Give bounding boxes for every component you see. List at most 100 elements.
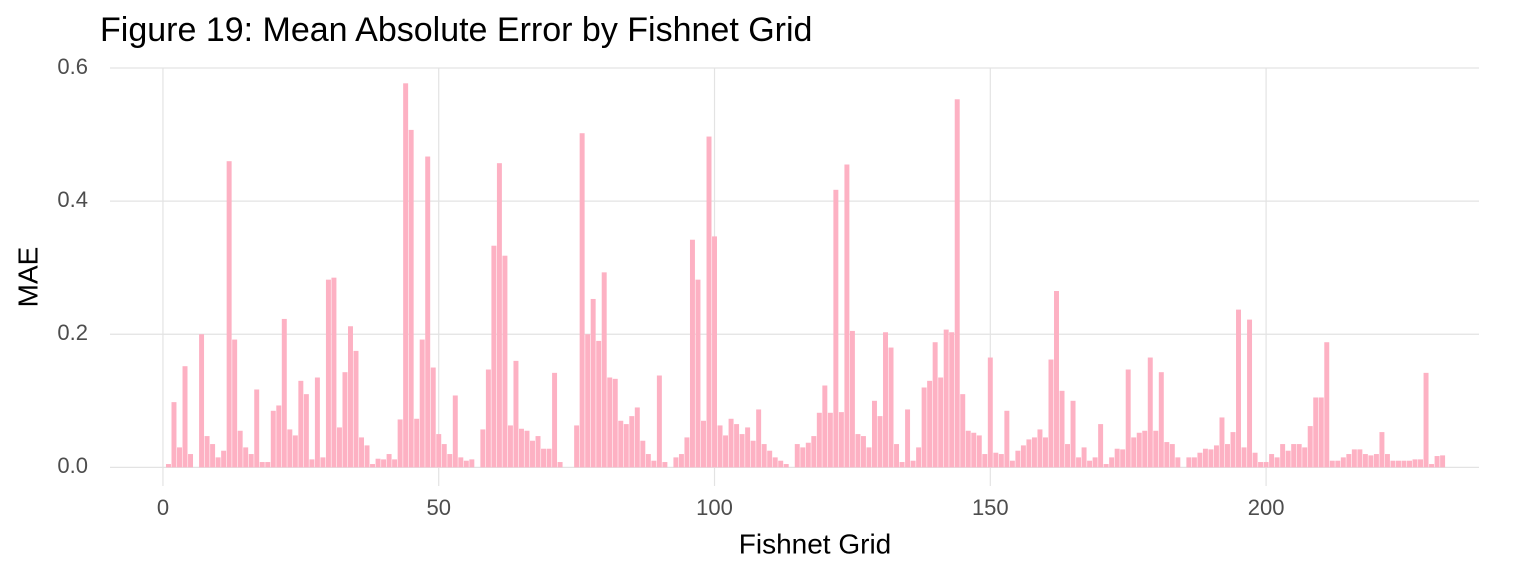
- bar: [794, 444, 800, 468]
- bar: [954, 99, 960, 468]
- bar: [281, 318, 287, 468]
- bar: [866, 447, 872, 468]
- bar: [987, 357, 993, 468]
- bar: [381, 459, 387, 468]
- bar: [1362, 454, 1368, 468]
- bar: [414, 418, 420, 468]
- bar: [849, 330, 855, 468]
- bar: [905, 409, 911, 468]
- bar: [392, 459, 398, 468]
- bar: [1070, 400, 1076, 468]
- bar: [1009, 460, 1015, 468]
- bar: [1274, 457, 1280, 468]
- bar: [1324, 342, 1330, 468]
- bar: [888, 347, 894, 468]
- bar: [678, 454, 684, 468]
- bar: [535, 436, 541, 468]
- bar: [496, 163, 502, 468]
- y-tick-label: 0.0: [57, 453, 88, 478]
- y-axis-label: MAE: [12, 247, 43, 308]
- bar: [728, 418, 734, 468]
- bar: [441, 444, 447, 468]
- bar: [1153, 430, 1159, 468]
- bar: [590, 298, 596, 468]
- bar: [1440, 455, 1446, 468]
- bar: [629, 416, 635, 468]
- bar: [215, 457, 221, 468]
- bar: [739, 434, 745, 468]
- bar: [1092, 457, 1098, 468]
- bar: [1164, 442, 1170, 468]
- bar: [612, 378, 618, 468]
- bar: [1020, 445, 1026, 468]
- bar: [171, 402, 177, 468]
- bar: [546, 448, 552, 468]
- bar: [982, 454, 988, 468]
- bar: [871, 400, 877, 468]
- bar: [348, 326, 353, 468]
- bar: [1236, 309, 1241, 468]
- bar: [750, 440, 756, 468]
- bar: [618, 420, 624, 468]
- x-axis-label: Fishnet Grid: [739, 528, 892, 559]
- bar: [717, 425, 723, 468]
- bar: [623, 424, 629, 468]
- bar: [210, 444, 216, 468]
- bar: [800, 447, 806, 468]
- bar: [182, 366, 188, 468]
- bar: [1059, 390, 1065, 468]
- bar: [1379, 432, 1385, 468]
- bar: [204, 436, 210, 468]
- bar: [1048, 359, 1054, 468]
- bar: [397, 419, 403, 468]
- bar: [419, 339, 425, 468]
- bar: [1390, 460, 1396, 468]
- bar: [530, 440, 535, 468]
- bar: [309, 459, 315, 468]
- x-tick-label: 50: [426, 495, 450, 520]
- bar: [1109, 457, 1115, 468]
- bar: [1258, 462, 1264, 468]
- bar: [932, 342, 938, 468]
- y-tick-label: 0.4: [57, 187, 88, 212]
- bar: [518, 428, 524, 468]
- bar: [838, 412, 844, 468]
- bar: [1340, 457, 1346, 468]
- bar: [221, 450, 227, 468]
- bar: [1313, 397, 1319, 468]
- bar: [1031, 437, 1037, 468]
- bar: [1026, 439, 1032, 468]
- bar: [640, 440, 646, 468]
- bar: [353, 350, 359, 468]
- bar: [783, 464, 789, 468]
- bar: [364, 445, 370, 468]
- bar: [254, 389, 260, 468]
- bar: [805, 442, 811, 468]
- bar: [938, 377, 944, 468]
- bar: [723, 435, 729, 468]
- x-tick-label: 100: [696, 495, 733, 520]
- bar: [386, 454, 392, 468]
- bar: [1351, 449, 1357, 468]
- y-tick-label: 0.6: [57, 54, 88, 79]
- bar: [910, 460, 916, 468]
- bar: [1225, 444, 1230, 468]
- bar: [292, 435, 298, 468]
- bar: [1263, 462, 1269, 468]
- bar: [684, 437, 690, 468]
- bar: [336, 427, 342, 468]
- bar: [585, 334, 591, 468]
- bar: [1384, 454, 1390, 468]
- bar: [463, 460, 469, 468]
- bar: [1197, 452, 1203, 468]
- bar: [943, 329, 949, 468]
- bar: [877, 416, 883, 468]
- bar: [1291, 444, 1297, 468]
- bar: [408, 129, 414, 468]
- bar: [541, 448, 547, 468]
- bar: [827, 412, 833, 468]
- bar: [579, 133, 585, 468]
- bar: [248, 454, 254, 468]
- bar: [745, 427, 751, 468]
- bar: [331, 277, 337, 468]
